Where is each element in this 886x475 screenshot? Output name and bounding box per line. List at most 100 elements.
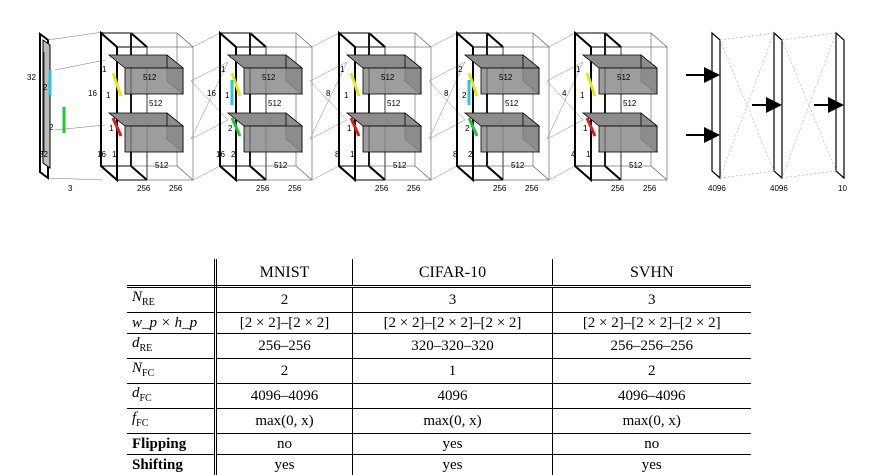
block-bottom-input-label: 8 — [335, 150, 340, 159]
block-depth-mid-label: 512 — [149, 99, 163, 108]
block-depth-mid-label: 512 — [387, 99, 401, 108]
block-kernel-bottom-label-2: 2 — [231, 150, 236, 159]
table-cell: 2 — [216, 287, 353, 313]
block-bottom-input-label: 16 — [97, 150, 106, 159]
block-kernel-bottom-label: 1 — [347, 124, 352, 133]
block-width-1-label: 256 — [611, 184, 625, 193]
block-kernel-top-label-2: 1 — [580, 91, 585, 100]
block-kernel-top-label-2: 2 — [462, 91, 467, 100]
table-cell: 4096 — [353, 384, 553, 409]
block-width-2-label: 256 — [169, 184, 183, 193]
block-depth-bottom-label: 512 — [629, 161, 643, 170]
row-label: Shifting — [128, 455, 216, 475]
block-kernel-top-label: 2 — [458, 65, 463, 74]
block-kernel-bottom-label-2: 2 — [468, 150, 473, 159]
table-cell: [2 × 2]–[2 × 2]–[2 × 2] — [353, 313, 553, 334]
input-image: 32 32 3 2 2 — [27, 34, 73, 193]
block-width-2-label: 256 — [525, 184, 539, 193]
row-label: NRE — [128, 287, 216, 313]
recurrent-block: 4 4 512 512 512 256 256 1 1 1 1 — [562, 33, 667, 193]
block-top-input-label: 16 — [88, 89, 97, 98]
table-cell: 3 — [353, 287, 553, 313]
block-bottom-input-label: 16 — [216, 150, 225, 159]
table-cell: max(0, x) — [353, 409, 553, 434]
row-label-main: N — [132, 289, 142, 305]
block-kernel-top-label: 1 — [221, 65, 226, 74]
row-label-subscript: RE — [142, 297, 155, 308]
table-cell: 256–256 — [216, 334, 353, 359]
block-kernel-top-label-2: 1 — [225, 91, 230, 100]
fc2-label: 4096 — [770, 184, 788, 193]
column-header-mnist: MNIST — [216, 259, 353, 287]
fc1-label: 4096 — [708, 184, 726, 193]
block-width-1-label: 256 — [375, 184, 389, 193]
column-header-svhn: SVHN — [553, 259, 751, 287]
table-cell: 2 — [553, 359, 751, 384]
block-width-2-label: 256 — [288, 184, 302, 193]
table-cell: max(0, x) — [553, 409, 751, 434]
recurrent-block: 16 16 512 512 512 256 256 1 1 1 1 — [88, 33, 228, 193]
block-top-input-label: 8 — [326, 89, 331, 98]
table-cell: yes — [353, 455, 553, 475]
block-kernel-top-label-2: 1 — [106, 91, 111, 100]
block-bottom-input-label: 8 — [453, 150, 458, 159]
block-depth-bottom-label: 512 — [274, 161, 288, 170]
block-kernel-bottom-label: 2 — [465, 124, 470, 133]
block-width-2-label: 256 — [643, 184, 657, 193]
block-top-input-label: 8 — [444, 89, 449, 98]
block-top-input-label: 16 — [207, 89, 216, 98]
block-depth-bottom-label: 512 — [155, 161, 169, 170]
block-kernel-bottom-label-2: 1 — [112, 150, 117, 159]
block-kernel-bottom-label: 1 — [583, 124, 588, 133]
table-cell: 4096–4096 — [553, 384, 751, 409]
input-channels-label: 3 — [68, 184, 73, 193]
row-label-main: d — [132, 335, 140, 351]
recurrent-blocks: 16 16 512 512 512 256 256 1 1 1 1 16 16 512 512 512 256 2… — [88, 33, 667, 193]
block-depth-mid-label: 512 — [623, 99, 637, 108]
block-depth-top-label: 512 — [617, 73, 631, 82]
input-patch-top-label: 2 — [43, 83, 48, 92]
input-width-label: 32 — [39, 150, 48, 159]
block-depth-mid-label: 512 — [268, 99, 282, 108]
input-patch-bottom-label: 2 — [49, 123, 54, 132]
block-depth-bottom-label: 512 — [511, 161, 525, 170]
block-kernel-bottom-label: 1 — [109, 124, 114, 133]
block-width-1-label: 256 — [256, 184, 270, 193]
block-kernel-top-label: 1 — [576, 65, 581, 74]
row-label-main: N — [132, 360, 142, 376]
block-width-1-label: 256 — [493, 184, 507, 193]
row-label-subscript: FC — [142, 368, 154, 379]
table-cell: yes — [353, 434, 553, 455]
table-header-empty — [128, 259, 216, 287]
table-cell: 256–256–256 — [553, 334, 751, 359]
block-depth-top-label: 512 — [381, 73, 395, 82]
block-kernel-bottom-label: 2 — [228, 124, 233, 133]
row-label: w_p × h_p — [128, 313, 216, 334]
row-label-main: d — [132, 385, 140, 401]
table-cell: 2 — [216, 359, 353, 384]
block-width-1-label: 256 — [137, 184, 151, 193]
block-bottom-input-label: 4 — [571, 150, 576, 159]
row-label: dRE — [128, 334, 216, 359]
block-kernel-bottom-label-2: 1 — [586, 150, 591, 159]
row-label: dFC — [128, 384, 216, 409]
block-top-input-label: 4 — [562, 89, 567, 98]
row-label: Flipping — [128, 434, 216, 455]
column-header-cifar10: CIFAR-10 — [353, 259, 553, 287]
block-kernel-top-label-2: 1 — [344, 91, 349, 100]
block-kernel-top-label: 1 — [340, 65, 345, 74]
row-label-subscript: FC — [136, 418, 148, 429]
block-depth-top-label: 512 — [143, 73, 157, 82]
